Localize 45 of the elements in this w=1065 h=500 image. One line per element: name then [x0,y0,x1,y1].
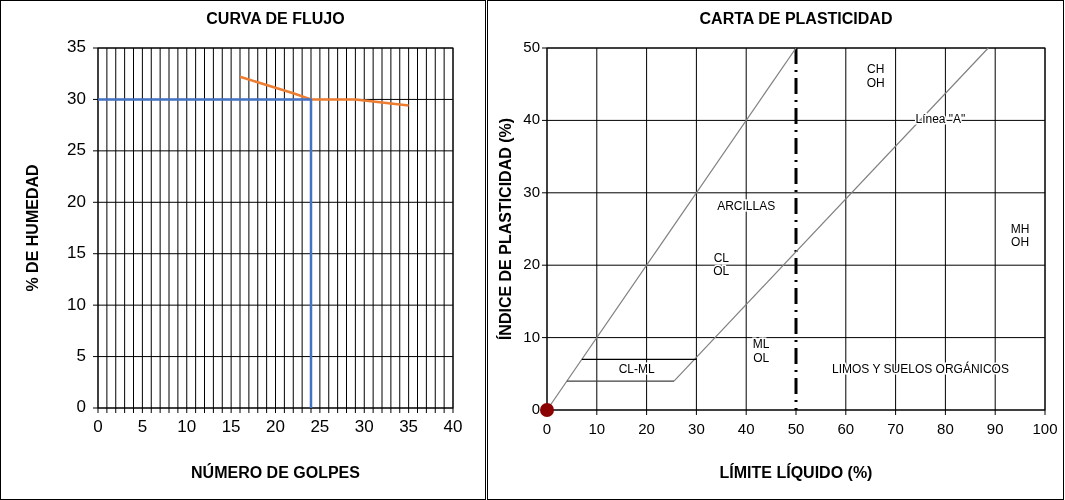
x-tick-label: 0 [542,420,552,437]
y-tick-label: 25 [67,140,86,160]
x-tick-label: 10 [177,417,197,436]
y-axis-title: % DE HUMEDAD [24,164,41,292]
x-tick-label: 50 [787,420,805,437]
y-tick-label: 15 [67,243,86,263]
y-tick-label: 10 [67,294,86,314]
x-tick-label: 80 [937,420,954,437]
annotation: ML OL [752,337,770,365]
y-tick-label: 0 [76,397,86,417]
x-tick-label: 25 [310,417,330,436]
line-series [238,75,410,107]
x-tick-label: 5 [137,417,148,436]
x-tick-label: 10 [588,420,606,437]
x-axis-title: LÍMITE LÍQUIDO (%) [719,463,873,481]
x-tick-label: 15 [221,417,241,436]
y-tick-label: 5 [76,346,86,366]
annotation: MH OH [1010,221,1030,250]
y-tick-label: 10 [523,327,540,345]
y-tick-label: 35 [67,37,86,57]
x-tick-label: 20 [266,417,285,436]
x-tick-label: 70 [887,420,904,437]
chart-title: CURVA DE FLUJO [206,10,345,27]
y-tick-label: 40 [523,110,540,128]
x-tick-label: 0 [93,417,103,436]
x-tick-label: 20 [638,420,655,437]
y-tick-label: 20 [67,191,86,211]
y-tick-label: 0 [531,399,540,417]
y-tick-label: 30 [67,88,86,108]
x-axis-title: NÚMERO DE GOLPES [191,463,361,481]
x-tick-label: 30 [688,420,705,437]
annotation: CL OL [713,250,730,278]
x-tick-label: 100 [1032,420,1058,437]
annotation: CH OH [866,62,885,90]
x-tick-label: 60 [837,420,855,437]
y-tick-label: 30 [523,182,540,200]
x-tick-label: 40 [443,417,463,436]
x-tick-label: 40 [737,420,755,437]
y-axis-title: ÍNDICE DE PLASTICIDAD (%) [496,117,514,341]
x-tick-label: 35 [399,417,419,436]
chart-title: CARTA DE PLASTICIDAD [699,10,893,27]
x-tick-label: 30 [354,417,374,436]
x-tick-label: 90 [986,420,1004,437]
y-tick-label: 50 [523,37,540,55]
y-tick-label: 20 [523,255,540,273]
